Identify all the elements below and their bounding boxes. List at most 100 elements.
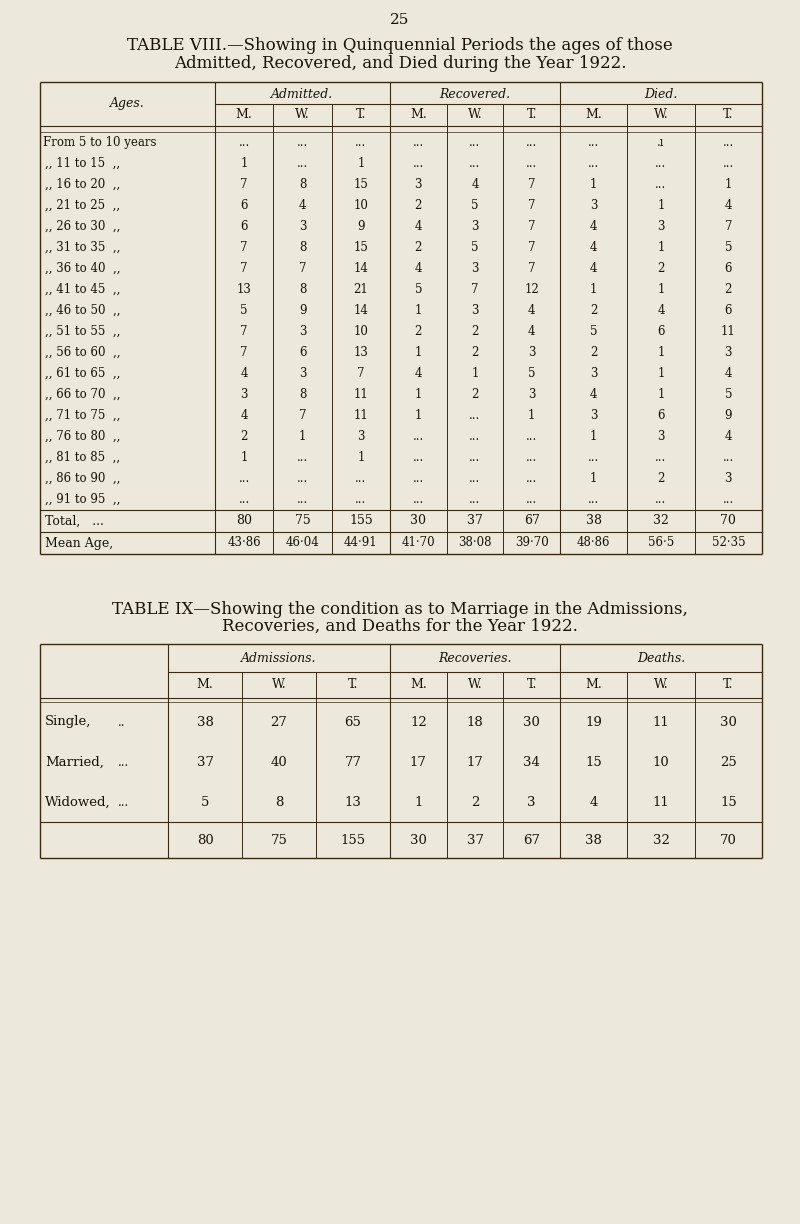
Text: 37: 37 [466,834,483,847]
Text: ...: ... [297,136,308,149]
Text: 5: 5 [725,388,732,401]
Text: ...: ... [355,493,366,506]
Text: ...: ... [526,430,538,443]
Text: T.: T. [723,678,734,692]
Text: 18: 18 [466,716,483,728]
Text: Died.: Died. [644,87,678,100]
Text: 3: 3 [590,409,598,422]
Text: 6: 6 [241,220,248,233]
Text: .ı: .ı [658,136,665,149]
Text: 2: 2 [658,262,665,275]
Text: ...: ... [413,493,424,506]
Text: 1: 1 [528,409,535,422]
Text: ,, 21 to 25  ,,: ,, 21 to 25 ,, [45,200,120,212]
Text: 3: 3 [527,796,536,809]
Text: 30: 30 [720,716,737,728]
Text: ,, 51 to 55  ,,: ,, 51 to 55 ,, [45,326,120,338]
Text: M.: M. [586,109,602,121]
Text: 43·86: 43·86 [227,536,261,550]
Text: 11: 11 [653,796,670,809]
Text: ,, 36 to 40  ,,: ,, 36 to 40 ,, [45,262,121,275]
Text: 1: 1 [241,157,248,170]
Text: 30: 30 [523,716,540,728]
Text: 2: 2 [414,200,422,212]
Text: ...: ... [297,493,308,506]
Text: 2: 2 [471,326,478,338]
Text: ...: ... [722,493,734,506]
Text: 5: 5 [590,326,598,338]
Text: ,, 76 to 80  ,,: ,, 76 to 80 ,, [45,430,120,443]
Text: 155: 155 [349,514,373,528]
Text: 67: 67 [524,514,540,528]
Text: Admissions.: Admissions. [242,652,317,666]
Text: 7: 7 [298,262,306,275]
Text: 12: 12 [410,716,426,728]
Text: T.: T. [356,109,366,121]
Text: 3: 3 [471,220,478,233]
Text: ,, 61 to 65  ,,: ,, 61 to 65 ,, [45,367,120,379]
Text: 56·5: 56·5 [648,536,674,550]
Text: ...: ... [588,493,599,506]
Text: ...: ... [470,493,481,506]
Text: 1: 1 [658,200,665,212]
Text: 4: 4 [298,200,306,212]
Text: 4: 4 [658,304,665,317]
Text: ...: ... [526,157,538,170]
Text: 2: 2 [471,388,478,401]
Text: 3: 3 [298,220,306,233]
Text: 1: 1 [658,241,665,255]
Text: 7: 7 [241,241,248,255]
Text: 1: 1 [241,450,248,464]
Text: 4: 4 [241,367,248,379]
Text: 3: 3 [298,326,306,338]
Text: 5: 5 [201,796,209,809]
Text: 7: 7 [298,409,306,422]
Text: 40: 40 [270,755,287,769]
Text: 15: 15 [720,796,737,809]
Text: 4: 4 [414,262,422,275]
Text: ...: ... [297,157,308,170]
Text: 34: 34 [523,755,540,769]
Text: 5: 5 [241,304,248,317]
Text: 1: 1 [590,472,598,485]
Text: 11: 11 [354,388,368,401]
Text: 13: 13 [237,283,252,296]
Text: 4: 4 [471,177,478,191]
Text: 5: 5 [725,241,732,255]
Text: 2: 2 [414,241,422,255]
Text: ,, 31 to 35  ,,: ,, 31 to 35 ,, [45,241,120,255]
Text: 5: 5 [471,241,478,255]
Text: 4: 4 [241,409,248,422]
Text: ,, 26 to 30  ,,: ,, 26 to 30 ,, [45,220,120,233]
Text: 38: 38 [586,514,602,528]
Text: ,, 46 to 50  ,,: ,, 46 to 50 ,, [45,304,121,317]
Text: From 5 to 10 years: From 5 to 10 years [43,136,157,149]
Text: 75: 75 [270,834,287,847]
Text: 2: 2 [471,796,479,809]
Text: 4: 4 [590,241,598,255]
Text: 6: 6 [658,326,665,338]
Text: 75: 75 [294,514,310,528]
Text: 67: 67 [523,834,540,847]
Text: W.: W. [468,109,482,121]
Text: ,, 86 to 90  ,,: ,, 86 to 90 ,, [45,472,120,485]
Text: 6: 6 [725,304,732,317]
Text: 9: 9 [298,304,306,317]
Text: Total,   ...: Total, ... [45,514,104,528]
Text: 3: 3 [725,472,732,485]
Text: 3: 3 [725,346,732,359]
Text: 1: 1 [658,346,665,359]
Text: 7: 7 [357,367,365,379]
Text: 3: 3 [590,200,598,212]
Text: W.: W. [654,109,668,121]
Text: 7: 7 [528,200,535,212]
Text: ...: ... [526,493,538,506]
Text: Admitted.: Admitted. [271,87,334,100]
Text: 3: 3 [298,367,306,379]
Text: ...: ... [588,450,599,464]
Text: Mean Age,: Mean Age, [45,536,113,550]
Text: ...: ... [297,472,308,485]
Text: 4: 4 [414,220,422,233]
Text: 13: 13 [345,796,362,809]
Text: 1: 1 [357,450,365,464]
